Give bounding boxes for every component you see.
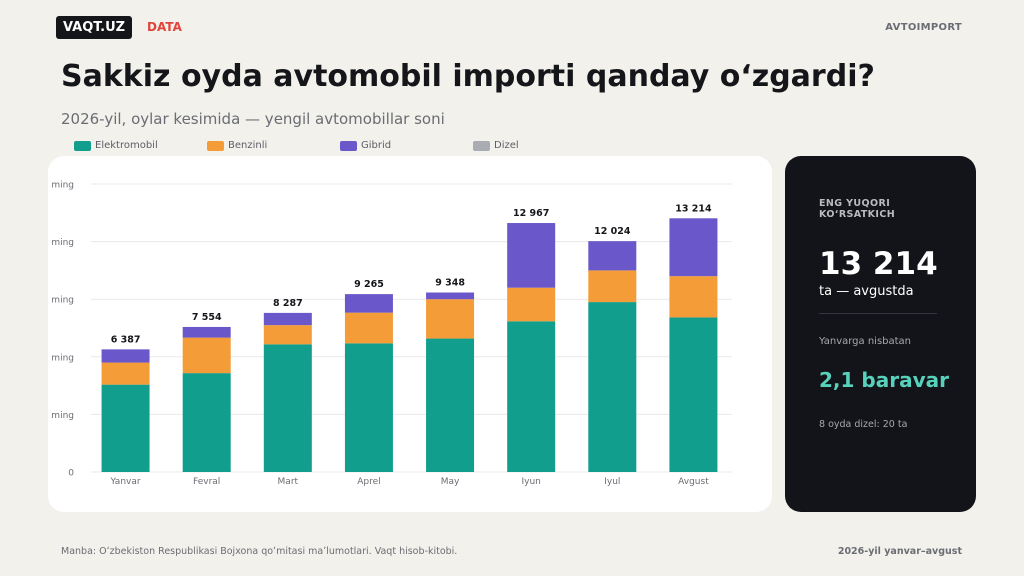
- bar-segment-elektromobil: [182, 373, 231, 472]
- topic-label: AVTOIMPORT: [885, 22, 962, 33]
- legend-label-elektromobil: Elektromobil: [95, 140, 158, 151]
- x-tick-label: Mart: [278, 477, 299, 487]
- x-tick-label: Avgust: [678, 477, 709, 487]
- bar-total-label: 6 387: [111, 334, 141, 345]
- y-tick-label: 12 ming: [48, 238, 74, 248]
- legend-label-dizel: Dizel: [494, 140, 519, 151]
- highlight-value: 13 214: [819, 246, 938, 282]
- bar-segment-elektromobil: [101, 384, 150, 472]
- bar-segment-benzinli: [426, 299, 475, 339]
- legend-item-elektromobil: Elektromobil: [74, 140, 158, 151]
- x-tick-label: May: [441, 477, 460, 487]
- highlight-label: ENG YUQORI KOʻRSATKICH: [819, 198, 896, 220]
- bar-total-label: 7 554: [192, 312, 222, 323]
- bar-segment-elektromobil: [507, 321, 556, 472]
- section-label[interactable]: DATA: [147, 20, 182, 34]
- bar-segment-gibrid: [263, 312, 312, 326]
- y-tick-label: 6 ming: [48, 353, 74, 363]
- period-note: 2026-yil yanvar–avgust: [837, 546, 962, 557]
- y-tick-label: 0: [68, 469, 74, 479]
- bar-segment-gibrid: [669, 218, 718, 277]
- chart-card: 0 3 ming 6 ming 9 ming 12 ming 15 ming 6 387 Ya…: [48, 156, 772, 512]
- brand-logo[interactable]: VAQT.UZ: [56, 16, 133, 39]
- bar-total-label: 9 265: [354, 279, 384, 290]
- bar-segment-gibrid: [507, 223, 556, 288]
- y-tick-label: 9 ming: [48, 296, 74, 306]
- highlight-caption: ta — avgustda: [819, 284, 914, 299]
- legend-swatch-benzinli: [207, 140, 224, 151]
- bar-total-label: 13 214: [675, 203, 712, 214]
- legend-swatch-gibrid: [340, 140, 357, 151]
- x-tick-label: Fevral: [193, 477, 220, 487]
- source-note: Manba: Oʻzbekiston Respublikasi Bojxona …: [61, 546, 458, 557]
- legend-item-dizel: Dizel: [473, 140, 519, 151]
- bar-segment-elektromobil: [344, 343, 393, 472]
- bar-segment-benzinli: [263, 325, 312, 345]
- bar-segment-benzinli: [669, 276, 718, 318]
- compare-label: Yanvarga nisbatan: [819, 336, 912, 347]
- stacked-bar-chart: 0 3 ming 6 ming 9 ming 12 ming 15 ming 6 387 Ya…: [48, 181, 732, 487]
- bar-total-label: 12 024: [594, 226, 631, 237]
- compare-value: 2,1 baravar: [819, 368, 949, 392]
- bar-segment-benzinli: [182, 337, 231, 374]
- bar-segment-gibrid: [344, 294, 393, 313]
- x-tick-label: Iyul: [604, 477, 620, 487]
- bar-segment-benzinli: [344, 312, 393, 344]
- x-tick-label: Yanvar: [110, 477, 141, 487]
- bar-segment-elektromobil: [588, 302, 637, 472]
- bar-segment-gibrid: [426, 292, 475, 300]
- bar-segment-gibrid: [182, 326, 231, 338]
- bar-total-label: 8 287: [273, 298, 303, 309]
- bar-segment-benzinli: [507, 287, 556, 322]
- legend-label-benzinli: Benzinli: [228, 140, 268, 151]
- bar-segment-elektromobil: [263, 344, 312, 472]
- page-title: Sakkiz oyda avtomobil importi qanday oʻz…: [61, 59, 875, 94]
- legend-swatch-elektromobil: [74, 140, 91, 151]
- page-subtitle: 2026-yil, oylar kesimida — yengil avtomo…: [61, 110, 445, 128]
- x-tick-label: Aprel: [357, 477, 380, 487]
- bar-segment-elektromobil: [669, 317, 718, 472]
- bar-segment-benzinli: [588, 270, 637, 303]
- y-tick-label: 15 ming: [48, 181, 74, 191]
- bar-total-label: 9 348: [435, 278, 465, 289]
- legend-label-gibrid: Gibrid: [361, 140, 392, 151]
- bar-segment-benzinli: [101, 362, 150, 385]
- bar-segment-elektromobil: [426, 338, 475, 472]
- legend-item-gibrid: Gibrid: [340, 140, 391, 151]
- diesel-note: 8 oyda dizel: 20 ta: [819, 419, 908, 430]
- bar-total-label: 12 967: [513, 208, 549, 219]
- highlight-divider: [819, 313, 937, 314]
- bar-segment-gibrid: [101, 349, 150, 363]
- y-tick-label: 3 ming: [48, 411, 74, 421]
- highlight-card: ENG YUQORI KOʻRSATKICH 13 214 ta — avgus…: [785, 156, 976, 512]
- bar-segment-gibrid: [588, 241, 637, 271]
- legend-item-benzinli: Benzinli: [207, 140, 267, 151]
- legend-swatch-dizel: [473, 140, 490, 151]
- x-tick-label: Iyun: [521, 477, 540, 487]
